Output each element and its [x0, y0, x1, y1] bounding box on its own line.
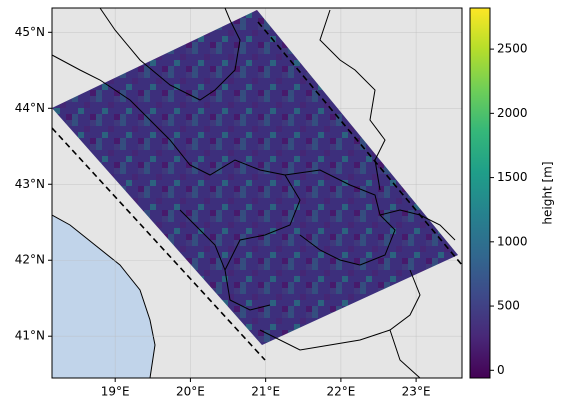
y-tick-label: 42°N [15, 253, 45, 267]
x-tick-label: 23°E [402, 385, 431, 399]
colorbar-tick-label: 1000 [497, 234, 528, 248]
colorbar-tick-label: 2500 [497, 42, 528, 56]
map-frame [51, 7, 463, 379]
swath-edge [257, 21, 462, 266]
y-tick-label: 44°N [15, 101, 45, 115]
colorbar-tick-label: 1500 [497, 170, 528, 184]
colorbar-label: height [m] [541, 161, 555, 224]
swath [52, 10, 458, 345]
colorbar [469, 7, 491, 379]
swath-edge [52, 127, 266, 361]
x-tick-label: 22°E [326, 385, 355, 399]
colorbar-tick-label: 2000 [497, 106, 528, 120]
y-tick-label: 45°N [15, 25, 45, 39]
map-area [52, 8, 462, 378]
x-tick-label: 19°E [101, 385, 130, 399]
colorbar-tick-label: 0 [497, 363, 505, 377]
swath-shade [52, 10, 458, 345]
colorbar-tick-label: 500 [497, 299, 520, 313]
x-tick-label: 21°E [251, 385, 280, 399]
y-tick-label: 43°N [15, 177, 45, 191]
x-tick-label: 20°E [176, 385, 205, 399]
sea [52, 214, 156, 378]
y-tick-label: 41°N [15, 329, 45, 343]
